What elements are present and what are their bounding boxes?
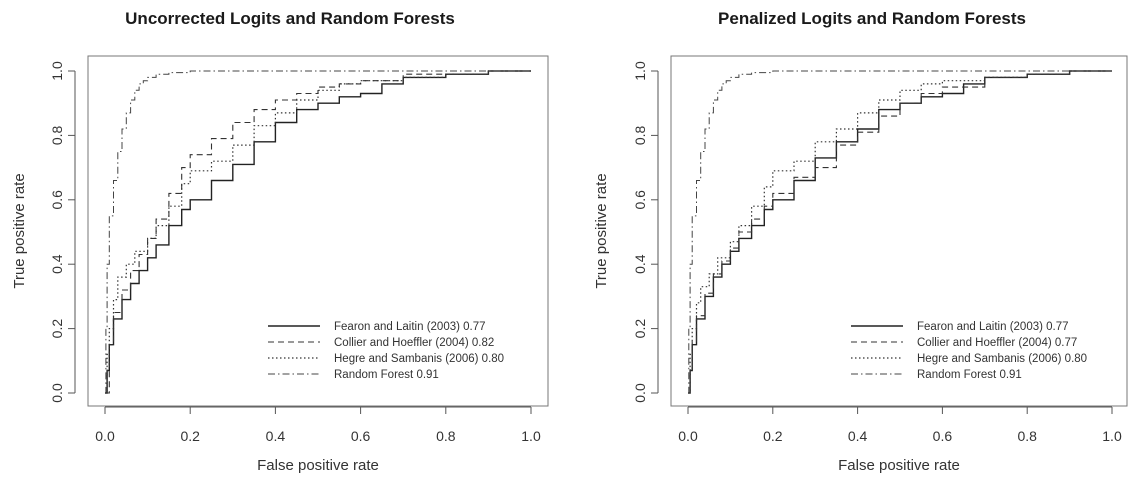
- x-tick-label: 0.8: [1017, 428, 1037, 444]
- y-tick-label: 0.6: [49, 190, 65, 210]
- panel-title: Uncorrected Logits and Random Forests: [125, 9, 455, 28]
- y-tick-label: 0.0: [632, 383, 648, 403]
- x-axis: 0.0 0.2 0.4 0.6 0.8 1.0: [678, 406, 1122, 444]
- roc-curve-1: [688, 70, 1112, 394]
- legend-label: Hegre and Sambanis (2006) 0.80: [917, 353, 1087, 365]
- x-tick-label: 0.0: [95, 428, 115, 444]
- roc-curve-3: [688, 71, 1071, 394]
- y-axis: 0.0 0.2 0.4 0.6 0.8 1.0: [49, 61, 76, 403]
- roc-series-group: [688, 70, 1112, 394]
- x-axis: 0.0 0.2 0.4 0.6 0.8 1.0: [95, 406, 541, 444]
- y-axis-label: True positive rate: [11, 173, 28, 288]
- legend: Fearon and Laitin (2003) 0.77 Collier and…: [268, 321, 504, 381]
- x-tick-label: 1.0: [521, 428, 541, 444]
- roc-curve-1: [105, 70, 531, 394]
- x-axis-label: False positive rate: [257, 457, 379, 474]
- x-tick-label: 0.8: [436, 428, 456, 444]
- roc-curve-2: [688, 71, 1071, 394]
- x-tick-label: 1.0: [1102, 428, 1122, 444]
- x-tick-label: 0.4: [848, 428, 868, 444]
- panel-title: Penalized Logits and Random Forests: [718, 9, 1026, 28]
- roc-panel-penalized: Penalized Logits and Random Forests 0.0 0…: [593, 9, 1128, 474]
- legend-label: Collier and Hoeffler (2004) 0.82: [334, 337, 494, 349]
- roc-curve-4: [688, 70, 1112, 394]
- x-tick-label: 0.6: [933, 428, 953, 444]
- legend-label: Collier and Hoeffler (2004) 0.77: [917, 337, 1077, 349]
- y-tick-label: 0.8: [49, 125, 65, 145]
- y-tick-label: 0.4: [632, 254, 648, 274]
- y-tick-label: 0.2: [632, 319, 648, 339]
- x-axis-label: False positive rate: [838, 457, 960, 474]
- y-tick-label: 1.0: [49, 61, 65, 81]
- x-tick-label: 0.0: [678, 428, 698, 444]
- y-tick-label: 0.6: [632, 190, 648, 210]
- plot-frame: [670, 55, 1128, 407]
- x-tick-label: 0.2: [763, 428, 783, 444]
- y-tick-label: 0.2: [49, 319, 65, 339]
- y-axis-label: True positive rate: [593, 173, 610, 288]
- legend-label: Hegre and Sambanis (2006) 0.80: [334, 353, 504, 365]
- x-tick-label: 0.2: [180, 428, 200, 444]
- y-tick-label: 0.4: [49, 254, 65, 274]
- roc-series-group: [105, 70, 531, 394]
- legend: Fearon and Laitin (2003) 0.77 Collier and…: [851, 321, 1087, 381]
- legend-label: Fearon and Laitin (2003) 0.77: [917, 321, 1069, 333]
- roc-curve-4: [105, 70, 531, 394]
- x-tick-label: 0.4: [266, 428, 286, 444]
- y-tick-label: 0.8: [632, 125, 648, 145]
- roc-curve-2: [105, 71, 489, 394]
- y-tick-label: 0.0: [49, 383, 65, 403]
- y-tick-label: 1.0: [632, 61, 648, 81]
- legend-label: Random Forest 0.91: [334, 369, 439, 381]
- roc-panel-uncorrected: Uncorrected Logits and Random Forests 0.…: [11, 9, 549, 474]
- x-tick-label: 0.6: [351, 428, 371, 444]
- y-axis: 0.0 0.2 0.4 0.6 0.8 1.0: [632, 61, 659, 403]
- legend-label: Fearon and Laitin (2003) 0.77: [334, 321, 486, 333]
- plot-frame: [87, 55, 549, 407]
- legend-label: Random Forest 0.91: [917, 369, 1022, 381]
